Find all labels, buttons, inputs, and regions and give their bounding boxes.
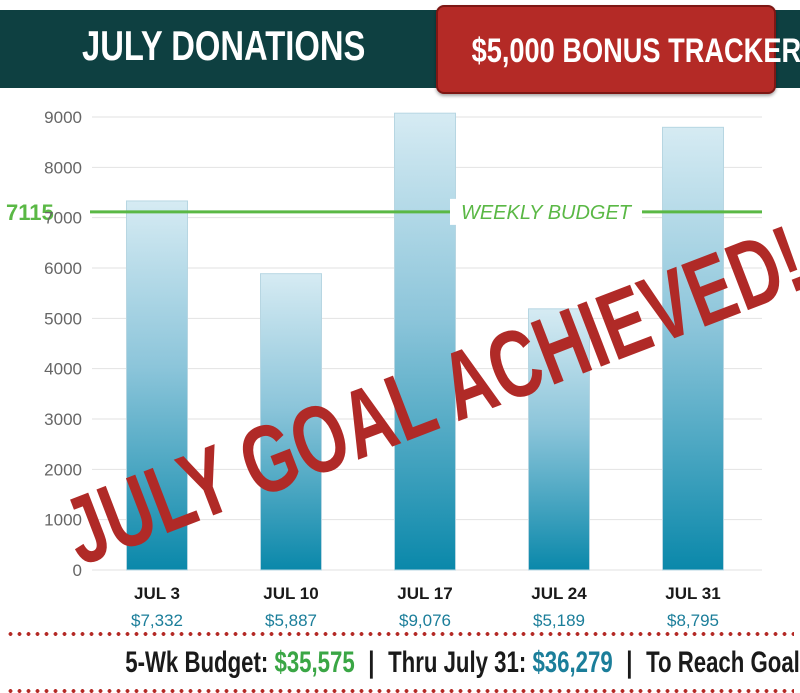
bar-value-label: $7,332	[131, 611, 183, 630]
weekly-budget-value: 7115	[6, 200, 54, 225]
bar	[528, 308, 590, 571]
y-tick-label: 1000	[44, 511, 82, 530]
y-tick-label: 3000	[44, 410, 82, 429]
y-tick-label: 6000	[44, 259, 82, 278]
bar-value-label: $5,189	[533, 611, 585, 630]
goal-label: To Reach Goal:	[646, 646, 800, 679]
bar	[662, 126, 724, 571]
x-tick-label: JUL 10	[263, 584, 318, 603]
footer-dotted-rule-bottom	[0, 687, 800, 693]
weekly-budget-value-bg	[0, 197, 80, 226]
thru-label: Thru July 31:	[388, 646, 527, 679]
bar	[126, 200, 188, 571]
weekly-budget-label-bg	[450, 198, 642, 225]
y-tick-label: 0	[73, 561, 82, 580]
bar-value-label: $8,795	[667, 611, 719, 630]
footer-summary: 5-Wk Budget: $35,575 | Thru July 31: $36…	[0, 640, 800, 686]
x-tick-label: JUL 3	[134, 584, 180, 603]
y-tick-label: 2000	[44, 460, 82, 479]
y-tick-label: 4000	[44, 360, 82, 379]
x-tick-label: JUL 24	[531, 584, 587, 603]
budget-value: $35,575	[274, 646, 355, 679]
y-tick-label: 8000	[44, 158, 82, 177]
separator: |	[626, 646, 633, 679]
bar-value-label: $9,076	[399, 611, 451, 630]
footer-dotted-rule-top	[0, 630, 800, 636]
y-tick-label: 7000	[44, 209, 82, 228]
bar-value-label: $5,887	[265, 611, 317, 630]
separator: |	[368, 646, 375, 679]
weekly-budget-label: WEEKLY BUDGET	[461, 202, 633, 224]
thru-value: $36,279	[532, 646, 613, 679]
donations-bar-chart: WEEKLY BUDGET 7115 0 1000 2000 3000 4000 5000 6…	[0, 108, 800, 630]
x-tick-label: JUL 17	[397, 584, 452, 603]
y-tick-label: 9000	[44, 108, 82, 127]
y-tick-label: 5000	[44, 309, 82, 328]
bar	[394, 112, 456, 571]
bar	[260, 273, 322, 571]
x-tick-label: JUL 31	[665, 584, 720, 603]
budget-label: 5-Wk Budget:	[125, 646, 269, 679]
chart-title: JULY DONATIONS	[82, 22, 366, 69]
bonus-tracker-badge: $5,000 BONUS TRACKER	[436, 5, 800, 94]
